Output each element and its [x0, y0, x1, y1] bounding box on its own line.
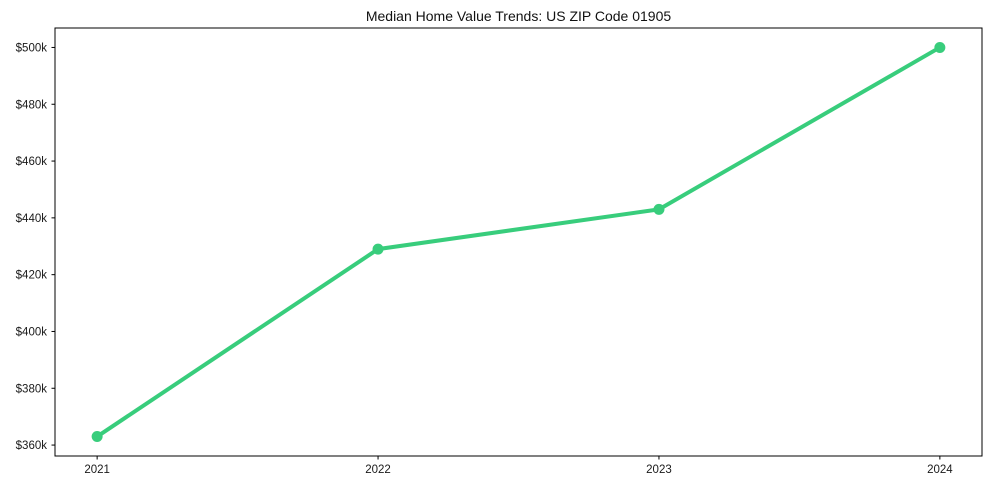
data-point-marker: [372, 243, 384, 255]
chart-title: Median Home Value Trends: US ZIP Code 01…: [365, 8, 672, 24]
data-point-marker: [934, 41, 946, 53]
data-point-marker: [91, 431, 103, 443]
data-point-marker: [653, 203, 665, 215]
y-tick-label: $460k: [16, 156, 48, 168]
x-tick-label: 2023: [646, 464, 672, 476]
y-tick-label: $400k: [16, 326, 48, 338]
y-tick-label: $360k: [16, 440, 48, 452]
y-tick-label: $420k: [16, 270, 48, 282]
plot-border: [54, 27, 983, 457]
x-tick-label: 2021: [84, 464, 110, 476]
y-tick-label: $500k: [16, 42, 48, 54]
y-tick-label: $380k: [16, 383, 48, 395]
x-tick-label: 2022: [365, 464, 391, 476]
trend-line: [95, 45, 942, 439]
y-tick-label: $440k: [16, 213, 48, 225]
x-tick-label: 2024: [927, 464, 953, 476]
y-tick-label: $480k: [16, 99, 48, 111]
